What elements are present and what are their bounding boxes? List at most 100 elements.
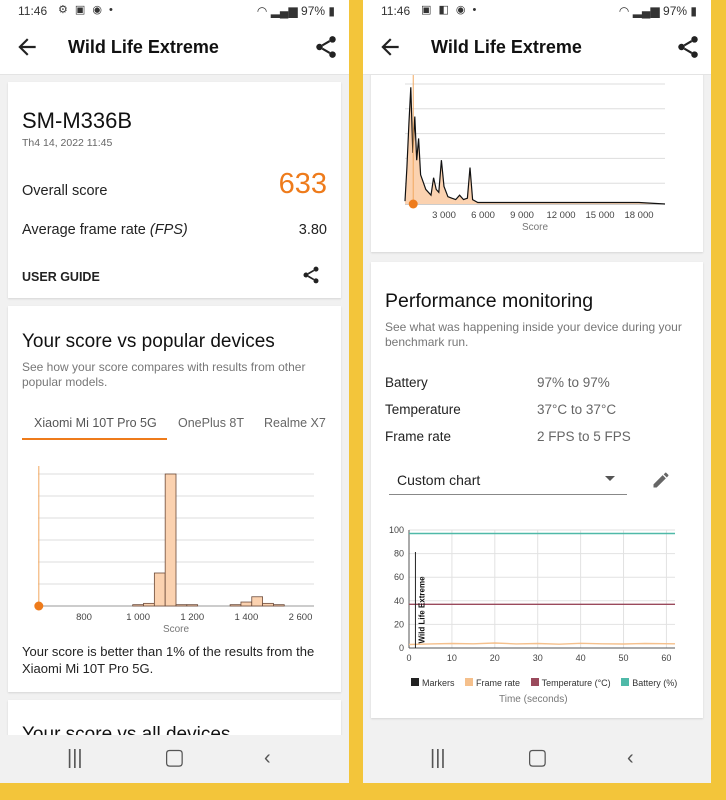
- user-guide-link[interactable]: USER GUIDE: [22, 270, 100, 284]
- recent-apps-icon[interactable]: |||: [67, 747, 83, 769]
- x-tick-label: 800: [76, 612, 92, 623]
- x-tick-label: 12 000: [546, 210, 575, 221]
- framerate-label: Frame rate: [385, 429, 452, 444]
- x-tick-label: 15 000: [585, 210, 614, 221]
- x-tick-label: 30: [533, 653, 543, 662]
- histogram-bar: [262, 602, 274, 607]
- page-title: Wild Life Extreme: [68, 37, 219, 57]
- share-icon[interactable]: [313, 34, 339, 60]
- histogram-bar: [164, 473, 177, 607]
- signal-icon: ▂▄▆: [270, 4, 298, 18]
- x-tick-label: 1 200: [180, 612, 204, 623]
- battery-icon: ▮: [328, 4, 335, 18]
- histogram-bar: [240, 601, 253, 607]
- popular-title: Your score vs popular devices: [22, 331, 275, 352]
- overall-score-label: Overall score: [22, 183, 108, 199]
- recent-apps-icon[interactable]: |||: [430, 747, 446, 769]
- x-tick-label: 1 400: [234, 612, 258, 623]
- x-tick-label: 10: [447, 653, 457, 662]
- scroll-content[interactable]: SM-M336B Th4 14, 2022 11:45 Overall scor…: [0, 74, 349, 735]
- wifi-icon: ◠: [256, 4, 268, 18]
- back-arrow-icon[interactable]: [14, 34, 40, 60]
- x-tick-label: 2 600: [289, 612, 313, 623]
- tab-xiaomi[interactable]: Xiaomi Mi 10T Pro 5G: [34, 416, 157, 430]
- x-tick-label: 20: [490, 653, 500, 662]
- temperature-label: Temperature: [385, 402, 461, 417]
- all-devices-card: Your score vs all devices: [8, 700, 341, 735]
- dropdown-arrow-icon: [605, 476, 615, 481]
- nav-back-icon[interactable]: ‹: [627, 747, 634, 769]
- legend-label: Frame rate: [476, 678, 521, 688]
- histogram-bar: [175, 604, 188, 607]
- x-tick-label: 0: [406, 653, 411, 662]
- all-devices-title: Your score vs all devices: [22, 724, 231, 735]
- app-bar: Wild Life Extreme: [363, 22, 711, 75]
- x-tick-label: 1 000: [126, 612, 150, 623]
- fps-value: 3.80: [298, 222, 327, 238]
- wifi-icon: ◠: [618, 4, 630, 18]
- chart-type-dropdown[interactable]: Custom chart: [389, 462, 627, 495]
- framerate-value: 2 FPS to 5 FPS: [537, 429, 631, 444]
- app-bar: Wild Life Extreme: [0, 22, 349, 75]
- page-title: Wild Life Extreme: [431, 37, 582, 57]
- phone-screen-left: 11:46 ⚙ ▣ ◉ • ◠ ▂▄▆ 97% ▮ Wild Life Extr…: [0, 0, 349, 783]
- nav-back-icon[interactable]: ‹: [264, 747, 271, 769]
- home-icon[interactable]: ▢: [527, 744, 548, 769]
- tab-realme[interactable]: Realme X7: [264, 416, 326, 430]
- signal-icon: ▂▄▆: [632, 4, 660, 18]
- y-tick-label: 20: [394, 619, 404, 629]
- battery-level: 97%: [663, 4, 688, 18]
- popular-description: See how your score compares with results…: [22, 360, 306, 389]
- x-tick-label: 6 000: [471, 210, 495, 221]
- status-bar: 11:46 ⚙ ▣ ◉ • ◠ ▂▄▆ 97% ▮: [0, 0, 349, 22]
- legend-label: Markers: [422, 678, 455, 688]
- y-tick-label: 80: [394, 549, 404, 559]
- system-nav-bar: ||| ▢ ‹: [0, 735, 349, 783]
- status-time: 11:46: [18, 4, 48, 18]
- histogram-bar: [251, 596, 263, 607]
- chart-type-selected: Custom chart: [397, 472, 481, 488]
- y-tick-label: 40: [394, 596, 404, 606]
- battery-value: 97% to 97%: [537, 375, 610, 390]
- share-icon[interactable]: [301, 265, 321, 285]
- fps-label-text: Average frame rate: [22, 222, 150, 238]
- your-score-marker: [408, 199, 418, 209]
- x-axis-label: Score: [163, 624, 190, 635]
- y-tick-label: 100: [389, 525, 404, 535]
- x-tick-label: 40: [576, 653, 586, 662]
- system-nav-bar: ||| ▢ ‹: [363, 735, 711, 783]
- performance-title: Performance monitoring: [385, 290, 594, 312]
- status-bar: 11:46 ▣ ◧ ◉ • ◠ ▂▄▆ 97% ▮: [363, 0, 711, 22]
- performance-line-chart: 0 20 40 60 80 100 0 10 20 30 40 50 60 Wild Life Extre…: [389, 525, 676, 662]
- legend-framerate: Frame rate: [465, 678, 520, 688]
- legend-swatch: [465, 678, 474, 686]
- active-tab-indicator: [22, 438, 167, 440]
- status-right: ◠ ▂▄▆ 97% ▮: [257, 4, 335, 18]
- temperature-value: 37°C to 37°C: [537, 402, 617, 417]
- scroll-content[interactable]: 3 000 6 000 9 000 12 000 15 000 18 000 Score P…: [363, 74, 711, 735]
- marker-label: Wild Life Extreme: [417, 576, 426, 644]
- performance-legend: Markers Frame rate Temperature (°C) Batt…: [411, 678, 677, 688]
- y-tick-label: 0: [399, 643, 404, 653]
- overall-score-value: 633: [278, 168, 327, 200]
- tab-oneplus[interactable]: OnePlus 8T: [178, 416, 245, 430]
- performance-description: See what was happening inside your devic…: [385, 320, 682, 349]
- histogram-bar: [229, 604, 242, 607]
- legend-markers: Markers: [411, 678, 455, 688]
- all-devices-histogram: 3 000 6 000 9 000 12 000 15 000 18 000 Score: [404, 74, 666, 233]
- edit-pencil-icon[interactable]: [651, 470, 671, 490]
- performance-xlabel: Time (seconds): [499, 694, 568, 705]
- home-icon[interactable]: ▢: [164, 744, 185, 769]
- phone-screen-right: 11:46 ▣ ◧ ◉ • ◠ ▂▄▆ 97% ▮ Wild Life Extr…: [363, 0, 711, 783]
- performance-card: Performance monitoring See what was happ…: [371, 262, 703, 718]
- x-tick-label: 3 000: [432, 210, 456, 221]
- x-tick-label: 60: [661, 653, 671, 662]
- device-name: SM-M336B: [22, 108, 133, 133]
- notification-icons: ▣ ◧ ◉ •: [421, 4, 479, 16]
- your-score-marker: [34, 601, 44, 611]
- histogram-bar: [153, 572, 166, 607]
- share-icon[interactable]: [675, 34, 701, 60]
- fps-unit: (FPS): [149, 222, 188, 238]
- back-arrow-icon[interactable]: [377, 34, 403, 60]
- legend-temperature: Temperature (°C): [530, 678, 611, 688]
